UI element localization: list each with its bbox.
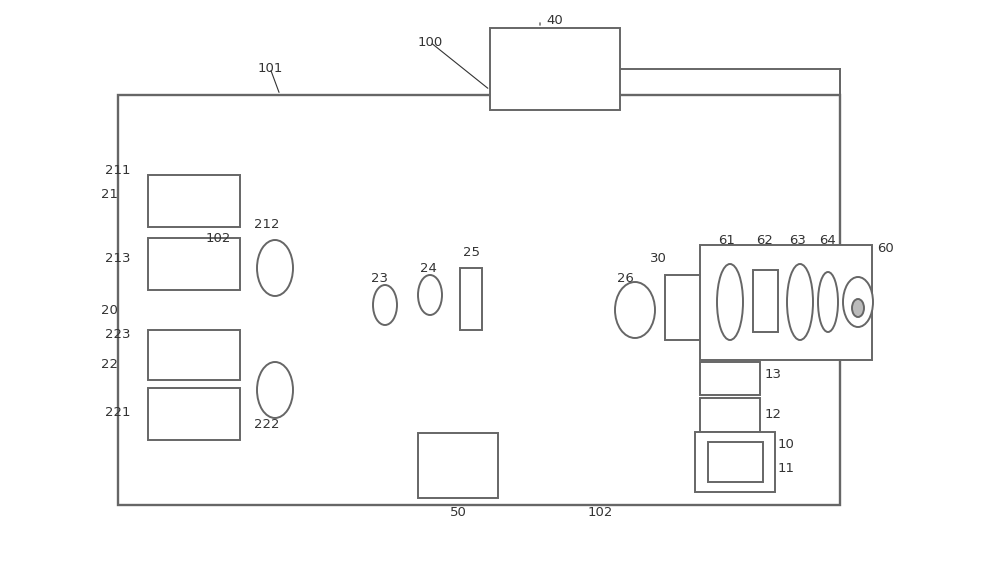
Text: 10: 10 bbox=[778, 438, 795, 452]
Text: 61: 61 bbox=[719, 233, 735, 246]
Text: 23: 23 bbox=[372, 271, 388, 284]
Text: 21: 21 bbox=[101, 188, 118, 201]
Bar bbox=[148, 330, 240, 380]
Text: 102: 102 bbox=[587, 505, 613, 518]
Ellipse shape bbox=[787, 264, 813, 340]
Bar bbox=[418, 433, 498, 498]
Text: 20: 20 bbox=[101, 303, 118, 316]
Ellipse shape bbox=[717, 264, 743, 340]
Text: 22: 22 bbox=[101, 359, 118, 372]
Text: 211: 211 bbox=[104, 164, 130, 177]
Text: 24: 24 bbox=[420, 262, 436, 275]
Bar bbox=[700, 398, 760, 432]
Bar bbox=[695, 432, 775, 492]
Bar bbox=[460, 268, 482, 330]
Text: 101: 101 bbox=[257, 61, 283, 74]
Text: 25: 25 bbox=[462, 245, 480, 258]
Text: 40: 40 bbox=[547, 14, 563, 27]
Text: 60: 60 bbox=[877, 241, 894, 254]
Text: 11: 11 bbox=[778, 461, 795, 474]
Text: 13: 13 bbox=[765, 368, 782, 381]
Bar bbox=[700, 362, 760, 395]
Text: 50: 50 bbox=[450, 505, 466, 518]
Bar bbox=[148, 175, 240, 227]
Bar bbox=[708, 442, 763, 482]
Ellipse shape bbox=[373, 285, 397, 325]
Text: 102: 102 bbox=[205, 231, 231, 245]
Ellipse shape bbox=[257, 362, 293, 418]
Text: 62: 62 bbox=[757, 233, 773, 246]
Bar bbox=[148, 388, 240, 440]
Text: 30: 30 bbox=[650, 252, 666, 265]
Ellipse shape bbox=[257, 240, 293, 296]
Text: 64: 64 bbox=[820, 233, 836, 246]
Bar bbox=[665, 275, 703, 340]
Bar bbox=[753, 270, 778, 332]
Text: 221: 221 bbox=[104, 406, 130, 418]
Ellipse shape bbox=[843, 277, 873, 327]
Text: 12: 12 bbox=[765, 408, 782, 421]
Ellipse shape bbox=[818, 272, 838, 332]
Bar bbox=[118, 95, 840, 505]
Text: 222: 222 bbox=[254, 418, 280, 431]
Ellipse shape bbox=[418, 275, 442, 315]
Ellipse shape bbox=[615, 282, 655, 338]
Text: 213: 213 bbox=[104, 252, 130, 265]
Text: 26: 26 bbox=[617, 271, 633, 284]
Text: 223: 223 bbox=[104, 328, 130, 341]
Text: 63: 63 bbox=[790, 233, 806, 246]
Bar bbox=[148, 238, 240, 290]
Bar bbox=[700, 245, 872, 360]
Ellipse shape bbox=[852, 299, 864, 317]
Text: 100: 100 bbox=[417, 36, 443, 49]
Text: 212: 212 bbox=[254, 218, 280, 231]
Bar bbox=[490, 28, 620, 110]
